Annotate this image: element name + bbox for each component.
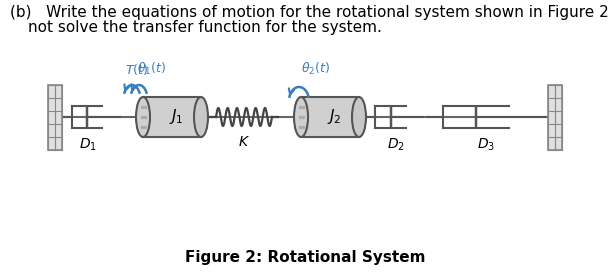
Text: (b)   Write the equations of motion for the rotational system shown in Figure 2.: (b) Write the equations of motion for th… [10, 5, 610, 20]
Text: $K$: $K$ [238, 135, 250, 149]
Text: $J_1$: $J_1$ [168, 106, 184, 125]
Text: $\theta_1(t)$: $\theta_1(t)$ [137, 61, 166, 77]
Ellipse shape [352, 97, 366, 137]
Ellipse shape [194, 97, 208, 137]
Text: not solve the transfer function for the system.: not solve the transfer function for the … [28, 20, 382, 35]
Bar [48, 84, 62, 150]
Bar [143, 97, 201, 137]
Ellipse shape [136, 97, 150, 137]
Text: $D_2$: $D_2$ [387, 137, 404, 153]
Text: $D_1$: $D_1$ [79, 137, 97, 153]
Text: Figure 2: Rotational System: Figure 2: Rotational System [185, 250, 425, 265]
Bar [301, 97, 359, 137]
Text: $T(t)$: $T(t)$ [125, 62, 148, 77]
Text: $D_3$: $D_3$ [478, 137, 495, 153]
Text: $J_2$: $J_2$ [327, 106, 342, 125]
Bar [548, 84, 562, 150]
Ellipse shape [294, 97, 308, 137]
Text: $\theta_2(t)$: $\theta_2(t)$ [301, 61, 330, 77]
